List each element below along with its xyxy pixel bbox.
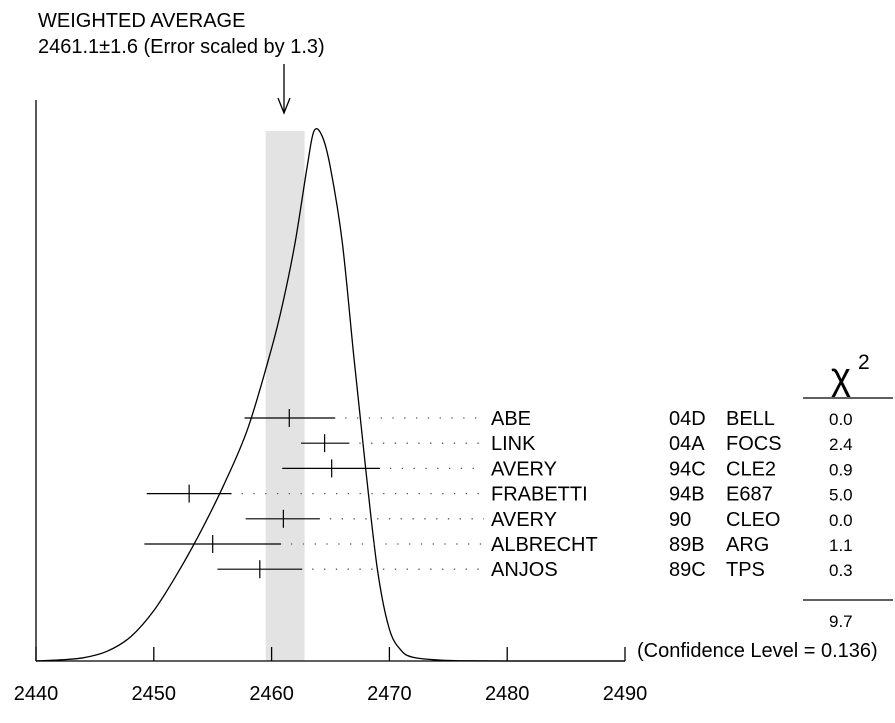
reference-label: 89C <box>669 559 706 581</box>
chi2-value: 0.3 <box>829 561 853 580</box>
author-label: ABE <box>491 408 531 430</box>
x-tick-label: 2450 <box>132 683 177 705</box>
weighted-average-arrow <box>277 64 291 115</box>
chi2-total: 9.7 <box>829 612 853 631</box>
measurement-row: ANJOS 89C TPS 0.3 <box>217 559 853 581</box>
reference-label: 94B <box>669 484 705 506</box>
author-label: AVERY <box>491 509 557 531</box>
chi2-superscript: 2 <box>858 351 870 374</box>
ideogram-curve <box>35 128 626 662</box>
x-tick-label: 2480 <box>485 683 530 705</box>
measurement-row: LINK 04A FOCS 2.4 <box>301 433 853 455</box>
measurement-row: ALBRECHT 89B ARG 1.1 <box>144 534 853 556</box>
chi2-value: 1.1 <box>829 536 853 555</box>
chart-title: WEIGHTED AVERAGE <box>38 10 245 32</box>
experiment-label: TPS <box>726 559 765 581</box>
reference-label: 04A <box>669 433 705 455</box>
author-label: ANJOS <box>491 559 558 581</box>
reference-label: 04D <box>669 408 706 430</box>
ideogram-curve-layer <box>35 128 626 662</box>
chi2-header: χ <box>831 356 851 398</box>
experiment-label: CLEO <box>726 509 780 531</box>
chi2-value: 0.0 <box>829 511 853 530</box>
chi2-value: 2.4 <box>829 435 853 454</box>
author-label: LINK <box>491 433 536 455</box>
reference-label: 94C <box>669 458 706 480</box>
measurement-row: FRABETTI 94B E687 5.0 <box>146 484 853 506</box>
weighted-average-band <box>265 131 305 661</box>
x-tick-label: 2460 <box>249 683 294 705</box>
author-label: AVERY <box>491 458 557 480</box>
chart-subtitle: 2461.1±1.6 (Error scaled by 1.3) <box>38 36 325 58</box>
author-label: FRABETTI <box>491 484 588 506</box>
measurements: ABE 04D BELL 0.0 LINK 04A FOCS 2.4 AVERY 94C CLE2 0… <box>144 408 853 581</box>
x-tick-label: 2470 <box>367 683 412 705</box>
x-tick-label: 2490 <box>603 683 648 705</box>
experiment-label: ARG <box>726 534 769 556</box>
x-axis: 2440 2450 2460 2470 2480 2490 <box>14 100 648 705</box>
reference-label: 89B <box>669 534 705 556</box>
measurement-row: AVERY 94C CLE2 0.9 <box>282 458 853 480</box>
chi2-value: 0.9 <box>829 460 853 479</box>
author-label: ALBRECHT <box>491 534 598 556</box>
chi2-value: 0.0 <box>829 410 853 429</box>
experiment-label: FOCS <box>726 433 782 455</box>
reference-label: 90 <box>669 509 691 531</box>
experiment-label: E687 <box>726 484 773 506</box>
measurement-row: AVERY 90 CLEO 0.0 <box>245 509 853 531</box>
x-tick-label: 2440 <box>14 683 59 705</box>
experiment-label: BELL <box>726 408 775 430</box>
weighted-average-band-rect <box>265 131 305 661</box>
measurement-row: ABE 04D BELL 0.0 <box>244 408 853 430</box>
chi2-value: 5.0 <box>829 486 853 505</box>
experiment-label: CLE2 <box>726 458 776 480</box>
confidence-level: (Confidence Level = 0.136) <box>637 640 878 662</box>
